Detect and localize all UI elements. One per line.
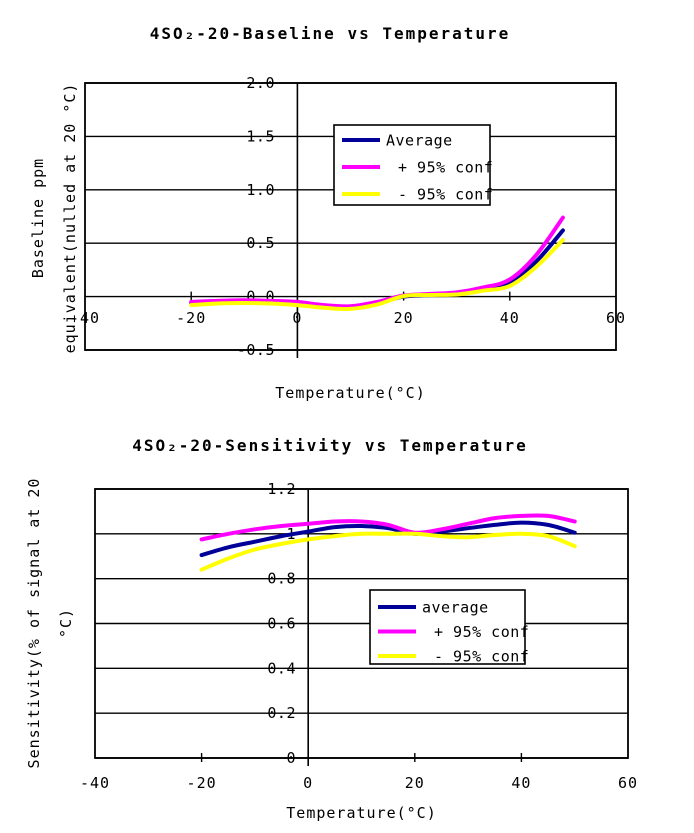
series-line--95-conf <box>189 215 565 309</box>
plot-border <box>84 82 617 351</box>
x-tick-label: 60 <box>606 309 626 327</box>
series-line--95-conf <box>189 238 565 312</box>
sensitivity-y-axis-title-line2: °C) <box>57 607 75 639</box>
sensitivity-y-axis-title-line1: Sensitivity(% of signal at 20 <box>25 477 43 769</box>
y-tick-label: 1.0 <box>246 181 275 199</box>
sensitivity-y-axis-title: Sensitivity(% of signal at 20 °C) <box>18 478 82 769</box>
y-tick-label: 0.4 <box>267 659 296 677</box>
x-tick-label: -20 <box>187 774 217 792</box>
legend-label: average <box>422 599 489 617</box>
legend-label: - 95% conf <box>398 186 493 204</box>
legend: Average + 95% conf - 95% conf <box>333 124 493 206</box>
series-line-average <box>199 520 577 558</box>
series-line--95-conf <box>199 531 577 572</box>
baseline-y-axis-title: Baseline ppm equivalent(nulled at 20 °C) <box>22 83 86 354</box>
x-tick-label: -20 <box>176 309 206 327</box>
legend-box <box>369 589 526 665</box>
y-tick-label: 0.6 <box>267 615 296 633</box>
sensitivity-x-axis-title: Temperature(°C) <box>286 804 437 822</box>
legend-label: Average <box>386 132 453 150</box>
x-tick-label: -40 <box>80 774 110 792</box>
y-tick-label: 0.8 <box>267 570 296 588</box>
y-tick-label: 2.0 <box>246 74 275 92</box>
legend-label: + 95% conf <box>434 623 529 641</box>
x-tick-label: 20 <box>405 774 425 792</box>
x-tick-label: 0 <box>303 774 313 792</box>
legend-label: - 95% conf <box>434 648 529 666</box>
legend-label: + 95% conf <box>398 159 493 177</box>
x-tick-label: 40 <box>500 309 520 327</box>
baseline-x-axis-title: Temperature(°C) <box>275 384 426 402</box>
x-tick-label: 40 <box>511 774 531 792</box>
x-tick-label: 60 <box>618 774 638 792</box>
x-tick-label: -40 <box>70 309 100 327</box>
y-tick-label: 1.5 <box>246 127 275 145</box>
x-tick-label: 20 <box>394 309 414 327</box>
baseline-y-axis-title-line1: Baseline ppm <box>29 157 47 279</box>
plot-border <box>94 488 629 759</box>
y-tick-label: 0.2 <box>267 704 296 722</box>
baseline-chart-title: 4SO₂-20-Baseline vs Temperature <box>149 24 511 43</box>
y-tick-label: -0.5 <box>237 341 275 359</box>
baseline-y-axis-title-line2: equivalent(nulled at 20 °C) <box>61 82 79 354</box>
sensitivity-chart-title: 4SO₂-20-Sensitivity vs Temperature <box>132 436 528 455</box>
y-tick-label: 0 <box>286 749 296 767</box>
y-tick-label: 1.2 <box>267 480 296 498</box>
y-tick-label: 0.5 <box>246 234 275 252</box>
legend: average + 95% conf - 95% conf <box>369 589 529 666</box>
baseline-chart: -40 -20 0 20 40 602.01.51.00.50.0-0.5Average+… <box>70 74 626 359</box>
x-tick-label: 0 <box>292 309 302 327</box>
series-line--95-conf <box>199 513 577 542</box>
